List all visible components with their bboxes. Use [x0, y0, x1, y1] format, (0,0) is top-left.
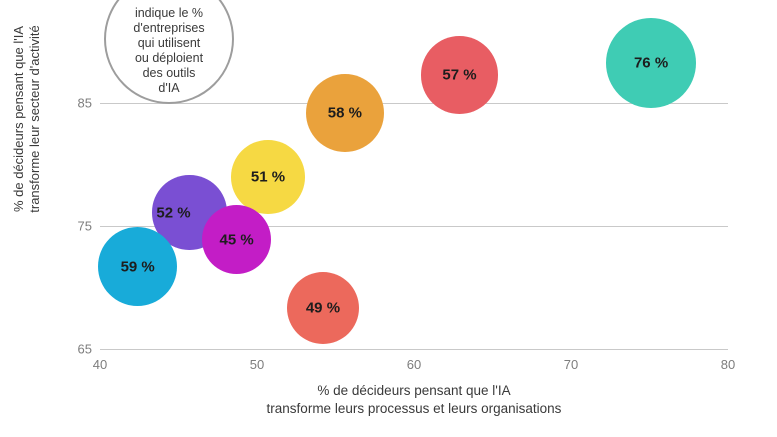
- x-tick-label: 70: [563, 357, 579, 372]
- bubble-59: [98, 227, 178, 307]
- bubble-label-59: 59 %: [120, 258, 155, 276]
- bubble-size-legend-text: indique le % d'entreprises qui utilisent…: [106, 6, 232, 96]
- bubble-label-52: 52 %: [156, 204, 191, 222]
- bubble-size-legend: indique le % d'entreprises qui utilisent…: [104, 0, 234, 104]
- x-axis-label: % de décideurs pensant que l'IA transfor…: [100, 382, 728, 418]
- y-axis-label: % de décideurs pensant que l'IA transfor…: [11, 0, 43, 269]
- plot-area: 85 75 65 40 50 60 70 80 76 % 57 % 58 % 51 % 52 % 45 %…: [78, 0, 735, 372]
- legend-line: d'IA: [158, 81, 180, 95]
- x-tick-label: 50: [249, 357, 265, 372]
- x-tick-label: 80: [720, 357, 736, 372]
- x-axis-label-line: transforme leurs processus et leurs orga…: [266, 401, 562, 416]
- bubble-76: [606, 17, 696, 108]
- bubble-58: [305, 73, 385, 153]
- y-axis-label-line: % de décideurs pensant que l'IA: [11, 25, 26, 213]
- bubble-label-45: 45 %: [219, 231, 254, 249]
- bubble-label-58: 58 %: [327, 104, 363, 122]
- legend-line: ou déploient: [134, 51, 204, 65]
- gridline: [100, 103, 728, 105]
- gridline: [100, 226, 728, 228]
- bubble-label-57: 57 %: [442, 66, 477, 84]
- bubble-label-76: 76 %: [633, 54, 669, 72]
- legend-line: d'entreprises: [133, 21, 205, 35]
- gridline: [100, 349, 728, 350]
- bubble-label-51: 51 %: [250, 168, 286, 186]
- y-tick-label: 75: [77, 218, 92, 234]
- bubble-label-49: 49 %: [305, 299, 341, 317]
- x-tick-label: 60: [406, 357, 422, 372]
- y-tick-label: 65: [77, 341, 92, 357]
- bubble-45: [202, 205, 272, 275]
- y-axis-label-line: transforme leur secteur d'activité: [27, 25, 42, 213]
- x-axis-label-line: % de décideurs pensant que l'IA: [317, 383, 511, 398]
- y-tick-label: 85: [77, 95, 92, 111]
- bubble-51: [231, 140, 305, 214]
- x-tick-label: 40: [92, 357, 108, 372]
- legend-line: des outils: [142, 66, 196, 80]
- bubble-57: [420, 36, 499, 114]
- legend-line: qui utilisent: [137, 36, 201, 50]
- bubble-49: [286, 272, 359, 345]
- legend-line: indique le %: [134, 6, 204, 20]
